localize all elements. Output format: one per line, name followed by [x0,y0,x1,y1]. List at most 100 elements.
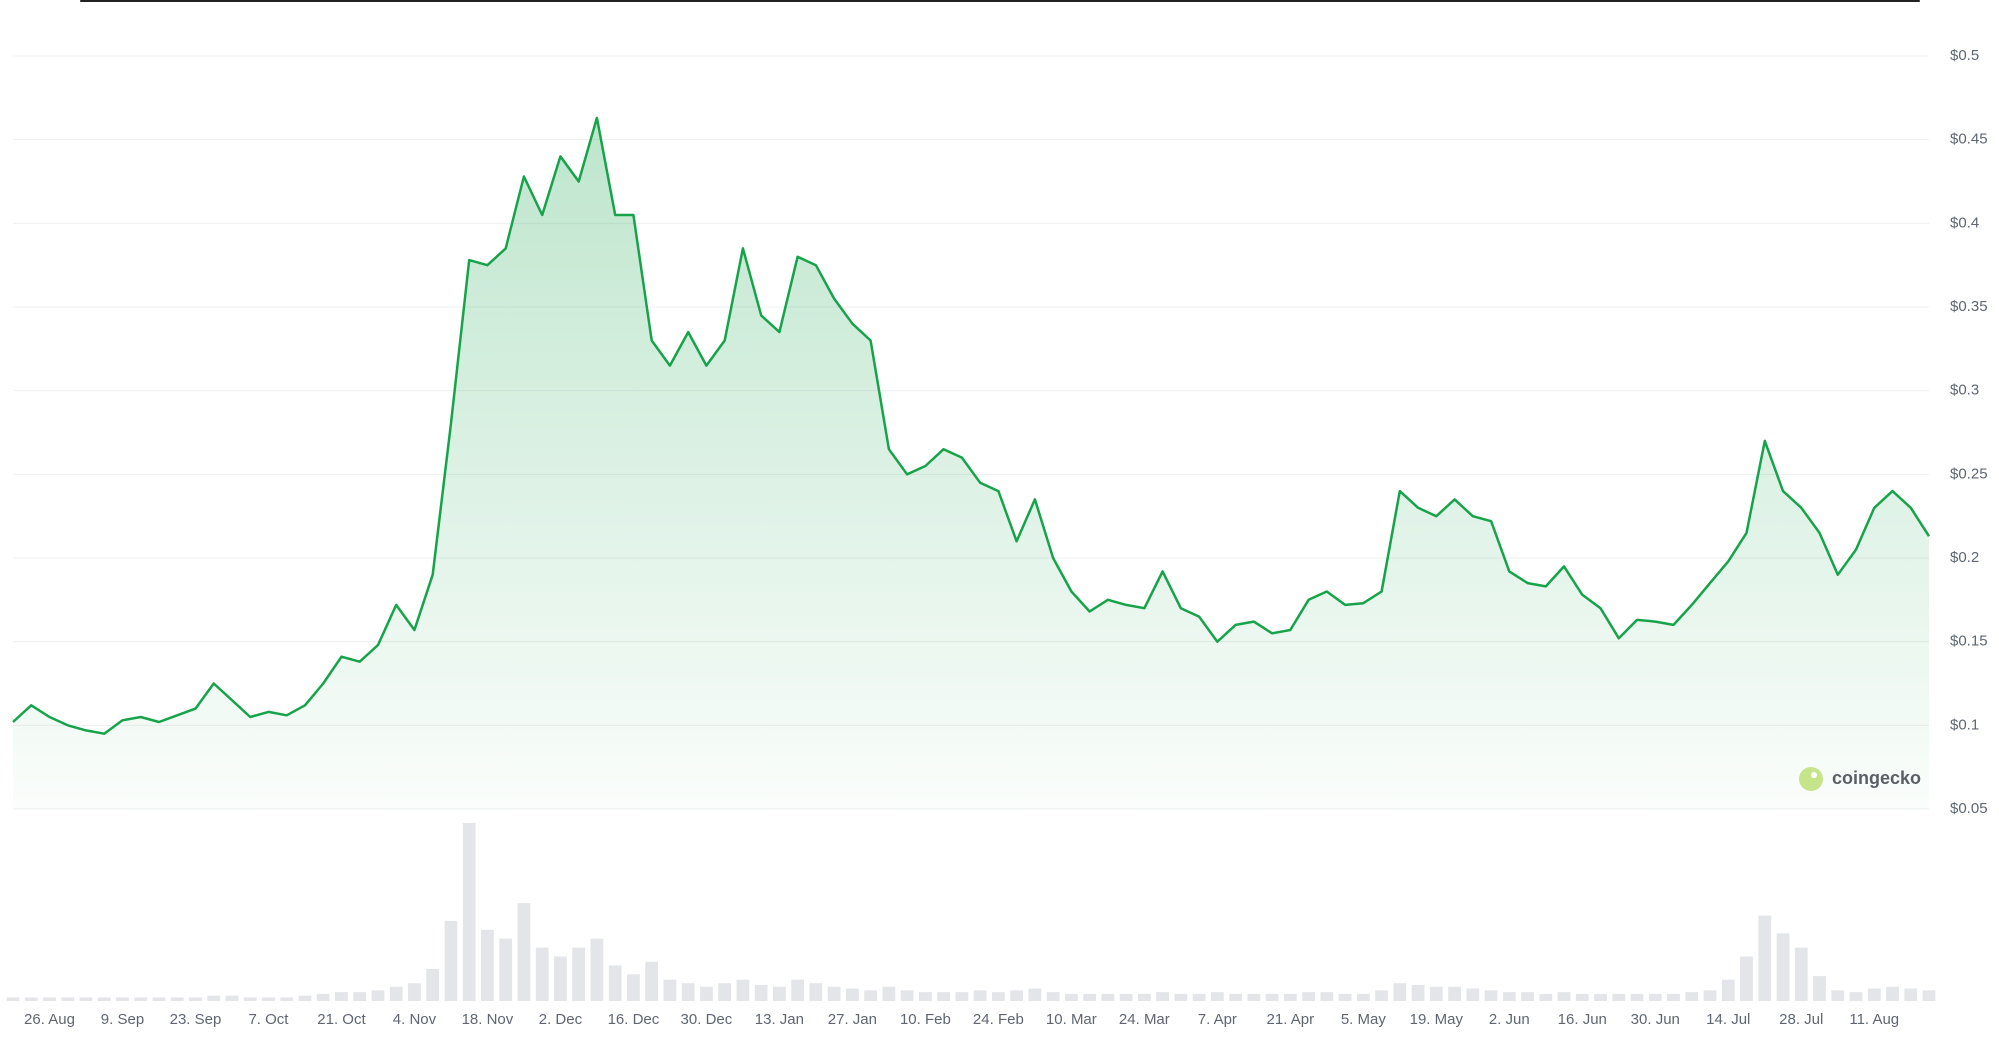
volume-bar [1247,993,1261,1001]
y-tick-label: $0.45 [1950,131,1988,148]
y-tick-label: $0.25 [1950,465,1988,482]
volume-bar [1174,993,1188,1001]
volume-bar [1758,915,1772,1001]
volume-bar [700,986,713,1001]
x-tick-label: 9. Sep [101,1011,144,1028]
volume-bar [1922,990,1936,1001]
volume-bar [1338,993,1352,1001]
volume-bar [918,992,932,1001]
volume-bar [1101,993,1115,1001]
volume-bar [754,984,768,1001]
volume-bar [1302,992,1315,1001]
volume-bar [1010,990,1024,1001]
volume-bar [1375,990,1388,1001]
volume-bar [681,983,695,1001]
y-tick-label: $0.35 [1950,298,1988,315]
volume-bar [1046,992,1060,1001]
volume-bar [371,990,385,1001]
volume-bar [864,990,878,1001]
volume-bar [1265,993,1279,1001]
volume-bar [1028,988,1042,1001]
y-tick-label: $0.3 [1950,382,1979,399]
volume-bar [1448,986,1461,1001]
volume-bar [134,997,148,1001]
volume-bar [773,986,786,1001]
volume-bar [1119,993,1133,1001]
volume-bar [718,983,732,1001]
volume-bar [353,992,367,1001]
volume-bar [1283,993,1297,1001]
x-tick-label: 11. Aug [1849,1011,1899,1028]
price-area [13,117,1929,809]
volume-bar [24,997,38,1001]
volume-bar [1685,992,1699,1001]
volume-bar [1594,993,1607,1001]
x-tick-label: 16. Dec [608,1011,660,1028]
volume-bar [408,983,421,1001]
price-line [12,116,1931,735]
volume-bar [608,965,622,1001]
volume-bar [1393,983,1407,1001]
volume-bar [389,986,403,1001]
volume-bar [1667,993,1680,1001]
volume-bar [1703,990,1717,1001]
volume-bar [1064,993,1078,1001]
volume-bar [554,956,567,1001]
volume-bar [207,995,221,1001]
volume-bar [1886,986,1899,1001]
volume-bar [243,997,257,1001]
volume-bar [663,979,677,1001]
volume-bar [809,983,823,1001]
volume-bar [1557,992,1571,1001]
x-tick-label: 14. Jul [1706,1011,1750,1028]
volume-bar [991,992,1005,1001]
volume-bar [1904,988,1918,1001]
volume-bar [1575,993,1589,1001]
volume-bar [937,992,951,1001]
volume-bar [462,823,476,1001]
watermark-text: coingecko [1832,768,1921,788]
volume-bar [1831,990,1845,1001]
logo [1799,767,1823,791]
y-tick-label: $0.2 [1950,549,1979,566]
volume-bar [1466,988,1480,1001]
volume-bar [1229,993,1242,1001]
x-tick-label: 24. Feb [973,1011,1024,1028]
volume-bar [61,997,75,1001]
volume-bar [335,992,348,1001]
logo-eye [1811,772,1817,778]
volume-bar [97,997,111,1001]
x-tick-label: 21. Apr [1267,1011,1315,1028]
volume-bar [1849,992,1863,1001]
watermark: coingecko [1799,767,1921,791]
volume-bar [627,974,640,1001]
x-tick-label: 30. Jun [1631,1011,1680,1028]
volume-bar [517,903,531,1001]
volume-bar [481,929,494,1001]
x-tick-label: 26. Aug [24,1011,75,1028]
y-tick-label: $0.05 [1950,800,1988,817]
volume-bar [645,961,659,1001]
volume-bar [973,990,987,1001]
volume-bar [736,979,750,1001]
x-tick-label: 7. Apr [1198,1011,1237,1028]
volume-bar [1429,986,1443,1001]
volume-bar [316,993,330,1001]
volume-bar [791,979,805,1001]
volume-bar [1502,992,1516,1001]
volume-bar [444,920,458,1001]
x-tick-label: 2. Jun [1489,1011,1530,1028]
x-tick-label: 18. Nov [462,1011,514,1028]
volume-bar [298,995,312,1001]
volume-bar [1137,993,1151,1001]
volume-bar [846,988,859,1001]
x-tick-label: 7. Oct [248,1011,289,1028]
x-tick-label: 5. May [1341,1011,1387,1028]
volume-bar [572,947,586,1001]
y-tick-label: $0.15 [1950,633,1988,650]
y-tick-label: $0.5 [1950,47,1979,64]
volume-bar [189,997,202,1001]
volume-bar [1721,979,1735,1001]
